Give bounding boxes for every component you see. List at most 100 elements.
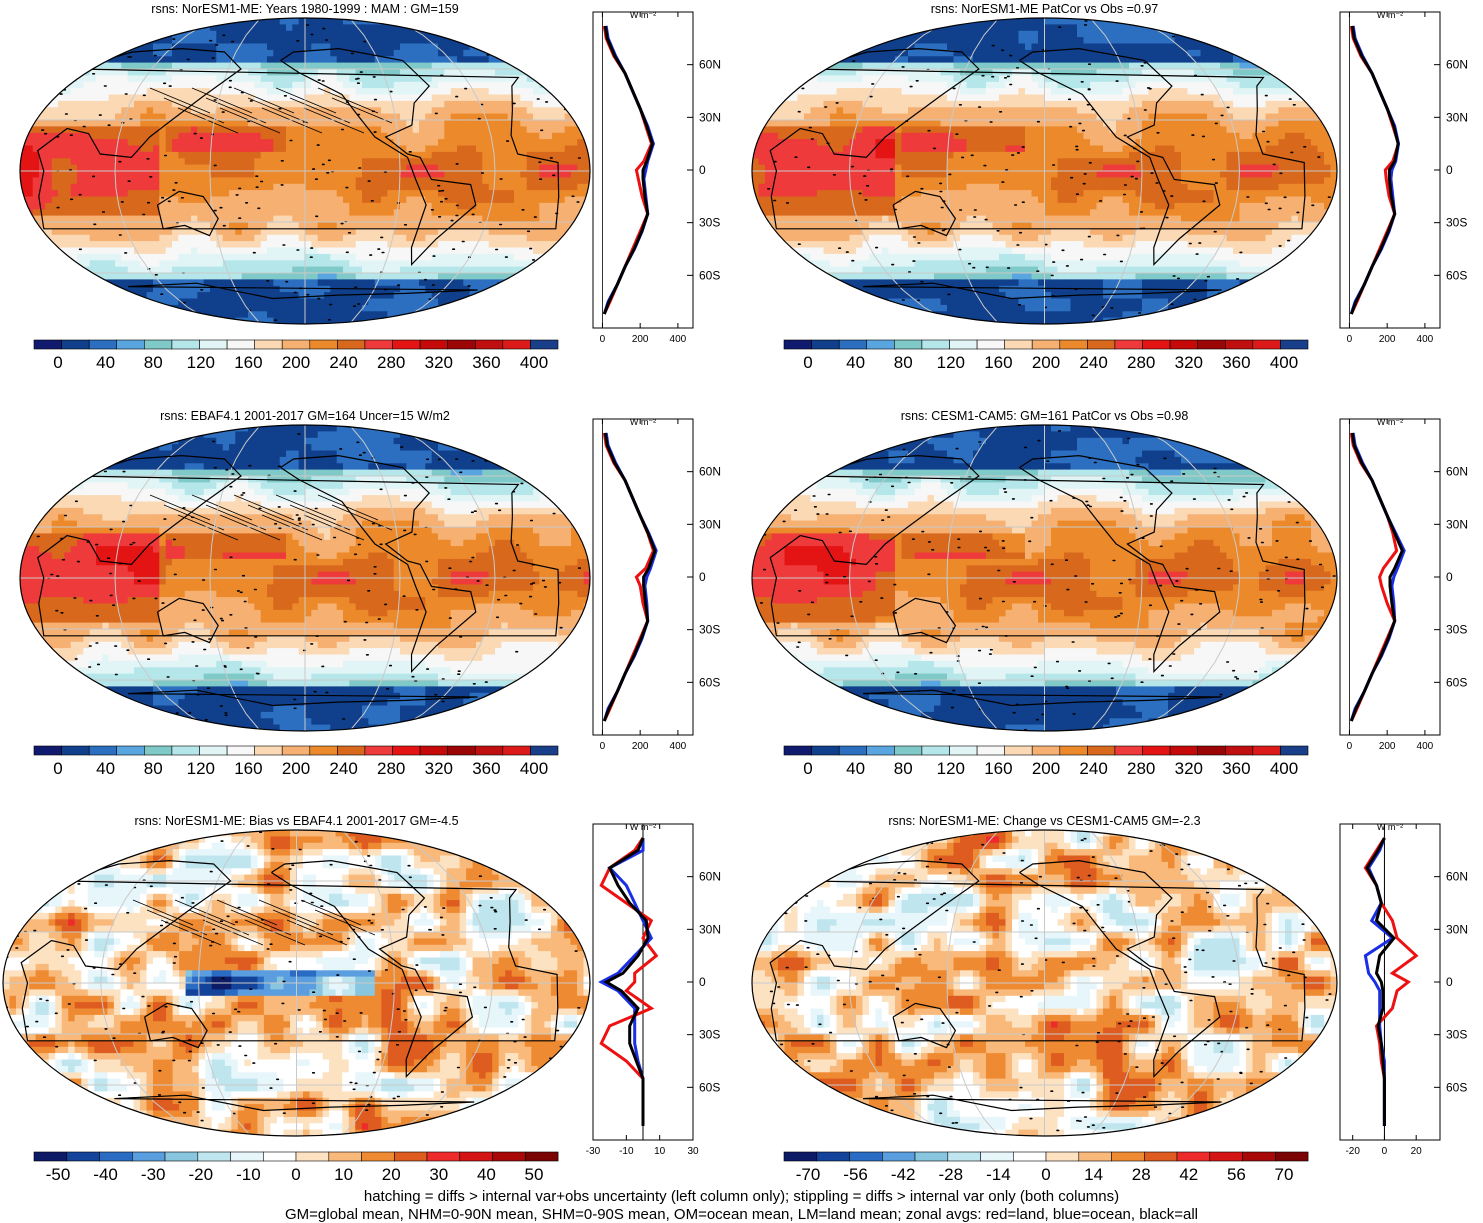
lat-tick-label: 0 bbox=[1446, 570, 1453, 584]
colorbar-swatch bbox=[812, 340, 840, 349]
x-tick-label: 20 bbox=[1411, 1146, 1423, 1157]
x-tick-label: 0 bbox=[600, 334, 606, 345]
colorbar-swatch bbox=[1143, 340, 1171, 349]
x-tick-label: 400 bbox=[1417, 741, 1434, 752]
colorbar-swatch bbox=[948, 1152, 981, 1161]
colorbar-tick-label: 320 bbox=[1175, 759, 1203, 778]
x-tick-label: 0 bbox=[1347, 334, 1353, 345]
x-tick-label: -10 bbox=[619, 1146, 634, 1157]
lat-tick-label: 30N bbox=[1446, 517, 1468, 531]
panel-title: rsns: NorESM1-ME: Change vs CESM1-CAM5 G… bbox=[888, 814, 1200, 828]
colorbar-swatch bbox=[915, 1152, 948, 1161]
colorbar-tick-label: 10 bbox=[334, 1165, 353, 1184]
colorbar-tick-label: 360 bbox=[1222, 353, 1250, 372]
colorbar-tick-label: 80 bbox=[144, 353, 163, 372]
colorbar-tick-label: 280 bbox=[1127, 353, 1155, 372]
colorbar-swatch bbox=[503, 746, 531, 755]
colorbar-swatch bbox=[530, 746, 558, 755]
colorbar-swatch bbox=[296, 1152, 329, 1161]
colorbar-swatch bbox=[34, 746, 62, 755]
colorbar-swatch bbox=[1253, 340, 1281, 349]
zonal-units: W m⁻² bbox=[630, 10, 656, 20]
zonal-units: W m⁻² bbox=[1377, 417, 1403, 427]
lat-tick-label: 0 bbox=[1446, 975, 1453, 989]
colorbar-swatch bbox=[1115, 340, 1143, 349]
map-field bbox=[752, 830, 1338, 1137]
colorbar-swatch bbox=[420, 340, 448, 349]
colorbar-swatch bbox=[839, 340, 867, 349]
colorbar-tick-label: -70 bbox=[796, 1165, 821, 1184]
colorbar-swatch bbox=[393, 746, 421, 755]
colorbar-swatch bbox=[1060, 746, 1088, 755]
colorbar-swatch bbox=[784, 746, 812, 755]
colorbar-swatch bbox=[1144, 1152, 1177, 1161]
colorbar-swatch bbox=[1243, 1152, 1276, 1161]
colorbar-tick-label: 120 bbox=[187, 759, 215, 778]
colorbar-swatch bbox=[1032, 746, 1060, 755]
colorbar-tick-label: -30 bbox=[141, 1165, 166, 1184]
colorbar-swatch bbox=[950, 746, 978, 755]
colorbar-swatch bbox=[34, 340, 62, 349]
x-tick-label: -20 bbox=[1345, 1146, 1360, 1157]
colorbar-tick-label: 20 bbox=[382, 1165, 401, 1184]
lat-tick-label: 60S bbox=[699, 1080, 720, 1094]
colorbar-swatch bbox=[1275, 1152, 1308, 1161]
colorbar-swatch bbox=[393, 340, 421, 349]
lat-tick-label: 30S bbox=[1446, 1028, 1467, 1042]
colorbar-swatch bbox=[1115, 746, 1143, 755]
colorbar-swatch bbox=[977, 746, 1005, 755]
colorbar-swatch bbox=[310, 340, 338, 349]
colorbar-swatch bbox=[460, 1152, 493, 1161]
colorbar-swatch bbox=[448, 340, 476, 349]
zonal-units: W m⁻² bbox=[630, 822, 656, 832]
colorbar-swatch bbox=[817, 1152, 850, 1161]
colorbar-tick-label: 120 bbox=[937, 759, 965, 778]
map-field bbox=[20, 425, 591, 732]
colorbar-tick-label: 28 bbox=[1132, 1165, 1151, 1184]
colorbar-swatch bbox=[1005, 746, 1033, 755]
colorbar-swatch bbox=[1177, 1152, 1210, 1161]
colorbar-swatch bbox=[1225, 340, 1253, 349]
lat-tick-label: 60S bbox=[1446, 268, 1467, 282]
lat-tick-label: 60S bbox=[1446, 675, 1467, 689]
colorbar-swatch bbox=[67, 1152, 100, 1161]
colorbar-swatch bbox=[62, 746, 90, 755]
colorbar-tick-label: 400 bbox=[520, 759, 548, 778]
colorbar-swatch bbox=[1210, 1152, 1243, 1161]
x-tick-label: 0 bbox=[600, 741, 606, 752]
x-tick-label: 200 bbox=[1379, 741, 1396, 752]
colorbar-swatch bbox=[1170, 340, 1198, 349]
colorbar-swatch bbox=[117, 746, 145, 755]
colorbar-tick-label: -14 bbox=[986, 1165, 1011, 1184]
colorbar-tick-label: -40 bbox=[93, 1165, 118, 1184]
colorbar-tick-label: 40 bbox=[477, 1165, 496, 1184]
colorbar-swatch bbox=[1087, 340, 1115, 349]
colorbar-swatch bbox=[337, 340, 365, 349]
colorbar-swatch bbox=[200, 340, 228, 349]
colorbar-tick-label: 50 bbox=[525, 1165, 544, 1184]
zonal-units: W m⁻² bbox=[630, 417, 656, 427]
colorbar-swatch bbox=[475, 340, 503, 349]
x-tick-label: 10 bbox=[654, 1146, 666, 1157]
colorbar-tick-label: -56 bbox=[843, 1165, 868, 1184]
colorbar-swatch bbox=[132, 1152, 165, 1161]
colorbar-tick-label: 120 bbox=[187, 353, 215, 372]
lat-tick-label: 60N bbox=[1446, 58, 1468, 72]
colorbar-swatch bbox=[493, 1152, 526, 1161]
colorbar-tick-label: 40 bbox=[846, 353, 865, 372]
colorbar-tick-label: 80 bbox=[144, 759, 163, 778]
colorbar-swatch bbox=[200, 746, 228, 755]
colorbar-swatch bbox=[337, 746, 365, 755]
colorbar-tick-label: 400 bbox=[1270, 759, 1298, 778]
lat-tick-label: 60S bbox=[699, 675, 720, 689]
lat-tick-label: 30S bbox=[699, 216, 720, 230]
colorbar-tick-label: -42 bbox=[891, 1165, 916, 1184]
